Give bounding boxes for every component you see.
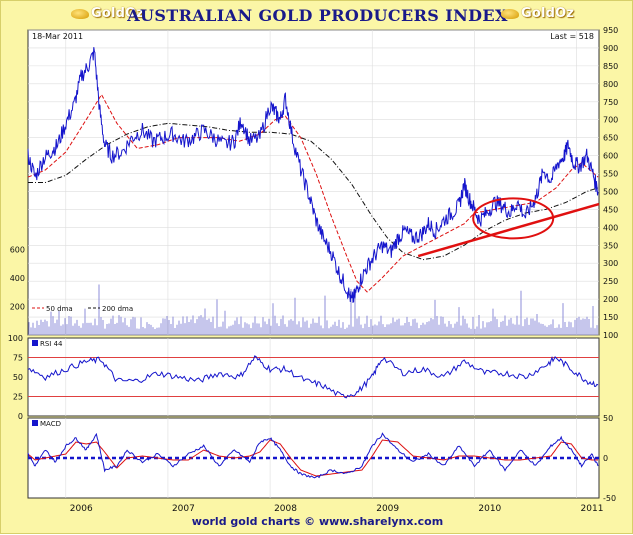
price-y-tick-label: 550 xyxy=(603,170,618,179)
rsi-y-tick-label: 50 xyxy=(13,373,23,382)
chart-header: GoldOz AUSTRALIAN GOLD PRODUCERS INDEX G… xyxy=(1,1,633,27)
rsi-panel xyxy=(27,337,600,417)
volume-tick-label: 600 xyxy=(10,245,25,254)
legend-50dma-label: 50 dma xyxy=(46,305,73,313)
price-y-tick-label: 750 xyxy=(603,98,618,107)
x-tick-label: 2007 xyxy=(172,504,195,514)
x-tick-label: 2010 xyxy=(478,504,501,514)
volume-tick-label: 400 xyxy=(10,274,25,283)
goldoz-logo-right: GoldOz xyxy=(501,6,574,21)
macd-label: MACD xyxy=(40,420,61,428)
macd-y-tick-label: 50 xyxy=(603,414,613,423)
rsi-label: RSI 44 xyxy=(40,340,63,348)
rsi-y-tick-label: 100 xyxy=(8,334,23,343)
gold-nugget-icon xyxy=(501,8,519,19)
dma50-line xyxy=(27,93,599,293)
legend-200dma-label: 200 dma xyxy=(102,305,133,313)
price-line xyxy=(27,47,599,303)
goldoz-logo-left: GoldOz xyxy=(71,6,144,21)
price-y-tick-label: 250 xyxy=(603,277,618,286)
chart-footer: world gold charts © www.sharelynx.com xyxy=(191,515,444,528)
gold-nugget-icon xyxy=(71,8,89,19)
price-y-tick-label: 400 xyxy=(603,223,618,232)
price-y-tick-label: 450 xyxy=(603,205,618,214)
price-panel xyxy=(27,29,600,336)
rsi-y-tick-label: 75 xyxy=(13,354,23,363)
macd-line xyxy=(27,432,599,479)
ellipse-annotation xyxy=(472,197,555,240)
price-y-tick-label: 650 xyxy=(603,134,618,143)
last-value-label: Last = 518 xyxy=(550,32,594,41)
trendline-annotation xyxy=(417,202,600,258)
macd-y-tick-label: -50 xyxy=(603,494,616,503)
date-label: 18-Mar 2011 xyxy=(32,32,83,41)
price-y-tick-label: 600 xyxy=(603,152,618,161)
price-y-tick-label: 100 xyxy=(603,331,618,340)
price-y-tick-label: 150 xyxy=(603,313,618,322)
x-tick-label: 2011 xyxy=(581,504,604,514)
macd-panel xyxy=(27,417,600,499)
legend: 50 dma 200 dma xyxy=(32,305,133,313)
logo-left-text: GoldOz xyxy=(91,6,145,21)
price-y-tick-label: 350 xyxy=(603,241,618,250)
x-tick-label: 2008 xyxy=(274,504,297,514)
rsi-y-tick-label: 25 xyxy=(13,393,23,402)
rsi-legend-swatch xyxy=(32,340,38,346)
logo-right-text: GoldOz xyxy=(521,6,575,21)
x-tick-label: 2009 xyxy=(376,504,399,514)
price-y-tick-label: 500 xyxy=(603,187,618,196)
macd-y-tick-label: 0 xyxy=(603,454,608,463)
price-y-tick-label: 800 xyxy=(603,80,618,89)
macd-legend-swatch xyxy=(32,420,38,426)
price-y-tick-label: 700 xyxy=(603,116,618,125)
x-tick-label: 2006 xyxy=(70,504,93,514)
rsi-y-tick-label: 0 xyxy=(18,412,23,421)
price-y-tick-label: 900 xyxy=(603,44,618,53)
volume-bars xyxy=(28,284,598,335)
volume-tick-label: 200 xyxy=(10,302,25,311)
price-y-tick-label: 950 xyxy=(603,26,618,35)
price-y-tick-label: 300 xyxy=(603,259,618,268)
price-y-tick-label: 850 xyxy=(603,62,618,71)
chart-title: AUSTRALIAN GOLD PRODUCERS INDEX xyxy=(127,6,508,25)
price-y-tick-label: 200 xyxy=(603,295,618,304)
dma200-line xyxy=(28,122,599,261)
rsi-line xyxy=(27,355,599,399)
